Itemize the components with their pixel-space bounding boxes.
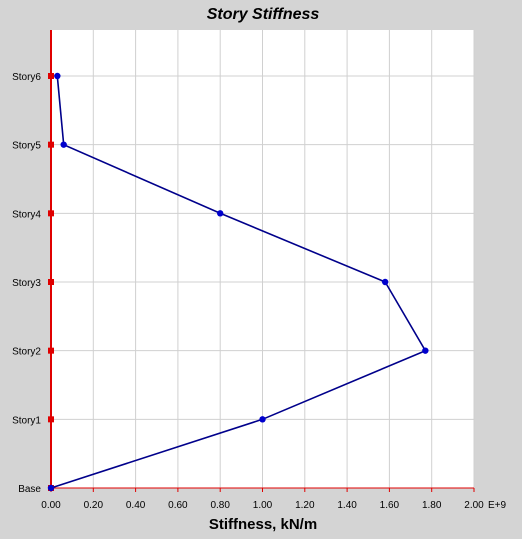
x-tick-label: 0.60: [168, 500, 188, 511]
data-point: [47, 484, 55, 492]
data-series: [47, 72, 429, 492]
x-tick-label: 0.40: [126, 500, 146, 511]
x-tick-label: 1.20: [295, 500, 315, 511]
y-category-label: Story2: [12, 347, 41, 358]
data-point: [54, 72, 61, 80]
x-axis-label: Stiffness, kN/m: [209, 516, 317, 533]
x-tick-label: 0.00: [41, 500, 61, 511]
data-point: [217, 210, 224, 217]
x-tick-label: 1.00: [253, 500, 273, 511]
data-point: [422, 347, 429, 354]
chart-title: Story Stiffness: [207, 6, 320, 23]
tick-labels: 0.00 0.20 0.40 0.60 0.80 1.00 1.20 1.40 1.60 1.80…: [12, 72, 484, 511]
y-category-label: Story3: [12, 278, 41, 289]
x-tick-label: 1.40: [337, 500, 357, 511]
y-category-label: Story1: [12, 415, 41, 426]
y-category-label: Story6: [12, 72, 41, 83]
x-tick-label: 1.80: [422, 500, 442, 511]
x-tick-label: 1.60: [380, 500, 400, 511]
y-category-label: Story5: [12, 141, 41, 152]
data-point: [381, 278, 389, 286]
y-category-label: Story4: [12, 209, 41, 220]
x-tick-label: 2.00: [464, 500, 484, 511]
axes: [48, 30, 475, 492]
x-unit-suffix: E+9: [488, 500, 507, 511]
data-point: [60, 141, 67, 148]
data-point: [259, 416, 266, 423]
y-category-label: Base: [18, 484, 41, 495]
x-tick-label: 0.20: [84, 500, 104, 511]
x-tick-label: 0.80: [210, 500, 230, 511]
